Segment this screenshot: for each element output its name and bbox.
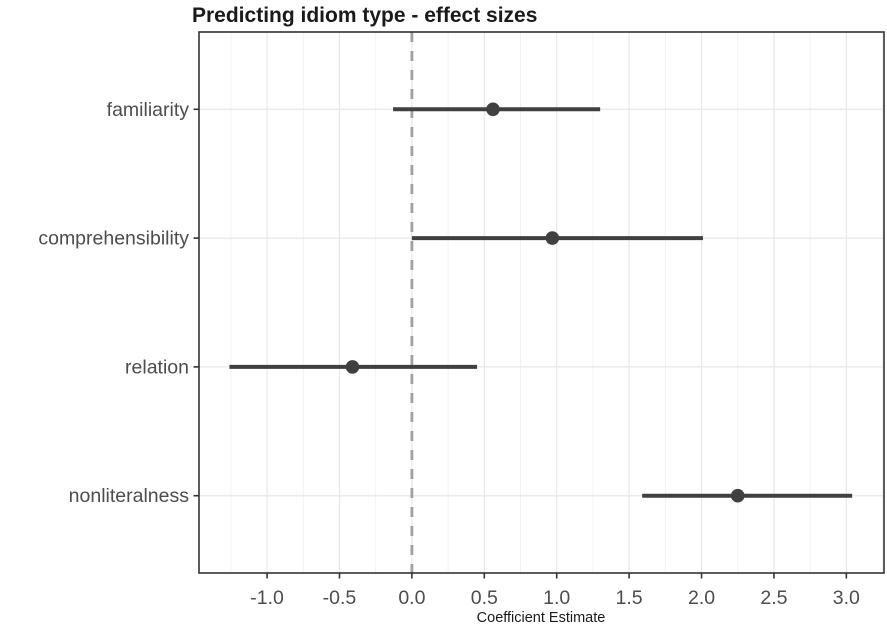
x-tick-label: -1.0 bbox=[250, 587, 284, 609]
x-tick-label: 0.0 bbox=[398, 587, 425, 609]
x-tick-label: 1.0 bbox=[543, 587, 570, 609]
estimate-point bbox=[486, 102, 500, 117]
y-axis-label: relation bbox=[125, 356, 189, 378]
x-axis-title: Coefficient Estimate bbox=[477, 610, 606, 626]
estimate-point bbox=[730, 488, 745, 503]
x-tick-label: 3.0 bbox=[833, 587, 860, 609]
axis-layer: -1.0 -0.5 0.0 0.5 1.0 1.5 2.0 2.5 3.0 familiarity… bbox=[38, 31, 885, 609]
y-axis-label: comprehensibility bbox=[38, 228, 189, 250]
x-tick-label: 2.0 bbox=[688, 587, 715, 609]
chart-title: Predicting idiom type - effect sizes bbox=[192, 4, 537, 27]
panel-border bbox=[198, 31, 885, 574]
estimate-point bbox=[345, 360, 360, 374]
data-layer bbox=[229, 102, 853, 503]
x-tick-label: 0.5 bbox=[471, 587, 498, 609]
x-tick-label: 2.5 bbox=[760, 587, 787, 609]
estimate-point bbox=[545, 231, 560, 245]
y-axis-label: nonliteralness bbox=[69, 485, 190, 507]
x-tick-label: -0.5 bbox=[323, 587, 357, 609]
grid-layer bbox=[199, 32, 884, 573]
x-tick-label: 1.5 bbox=[616, 587, 643, 609]
y-axis-label: familiarity bbox=[107, 99, 190, 121]
